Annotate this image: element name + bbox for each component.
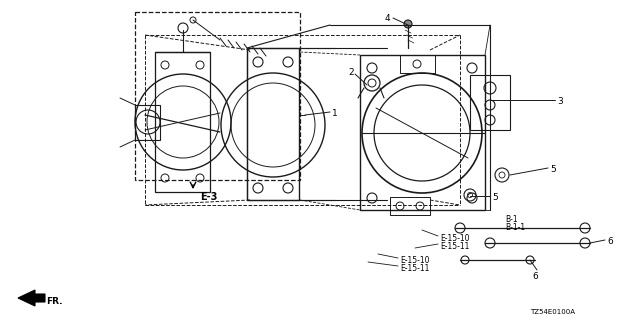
Text: E-15-11: E-15-11 <box>400 264 429 273</box>
Polygon shape <box>18 290 45 306</box>
Text: 1: 1 <box>332 109 338 118</box>
Circle shape <box>368 79 376 87</box>
Text: 4: 4 <box>385 14 390 23</box>
Bar <box>400 55 435 73</box>
Text: 6: 6 <box>532 272 538 281</box>
Text: E-15-11: E-15-11 <box>440 242 469 251</box>
Bar <box>360 55 485 210</box>
Text: 6: 6 <box>607 237 612 246</box>
Text: 2: 2 <box>348 68 354 77</box>
Text: E-3: E-3 <box>200 192 218 202</box>
Text: 3: 3 <box>557 97 563 106</box>
Text: 5: 5 <box>550 165 556 174</box>
Bar <box>470 75 510 130</box>
Text: E-15-10: E-15-10 <box>440 234 470 243</box>
Text: E-15-10: E-15-10 <box>400 256 429 265</box>
Bar <box>155 52 210 192</box>
Text: TZ54E0100A: TZ54E0100A <box>530 309 575 315</box>
Text: B-1-1: B-1-1 <box>505 223 525 232</box>
Bar <box>135 105 160 140</box>
Bar <box>247 48 299 200</box>
Bar <box>390 197 430 215</box>
Circle shape <box>404 20 412 28</box>
Text: B-1: B-1 <box>505 215 518 224</box>
Text: FR.: FR. <box>46 297 63 306</box>
Text: 5: 5 <box>492 193 498 202</box>
Bar <box>135 12 300 180</box>
